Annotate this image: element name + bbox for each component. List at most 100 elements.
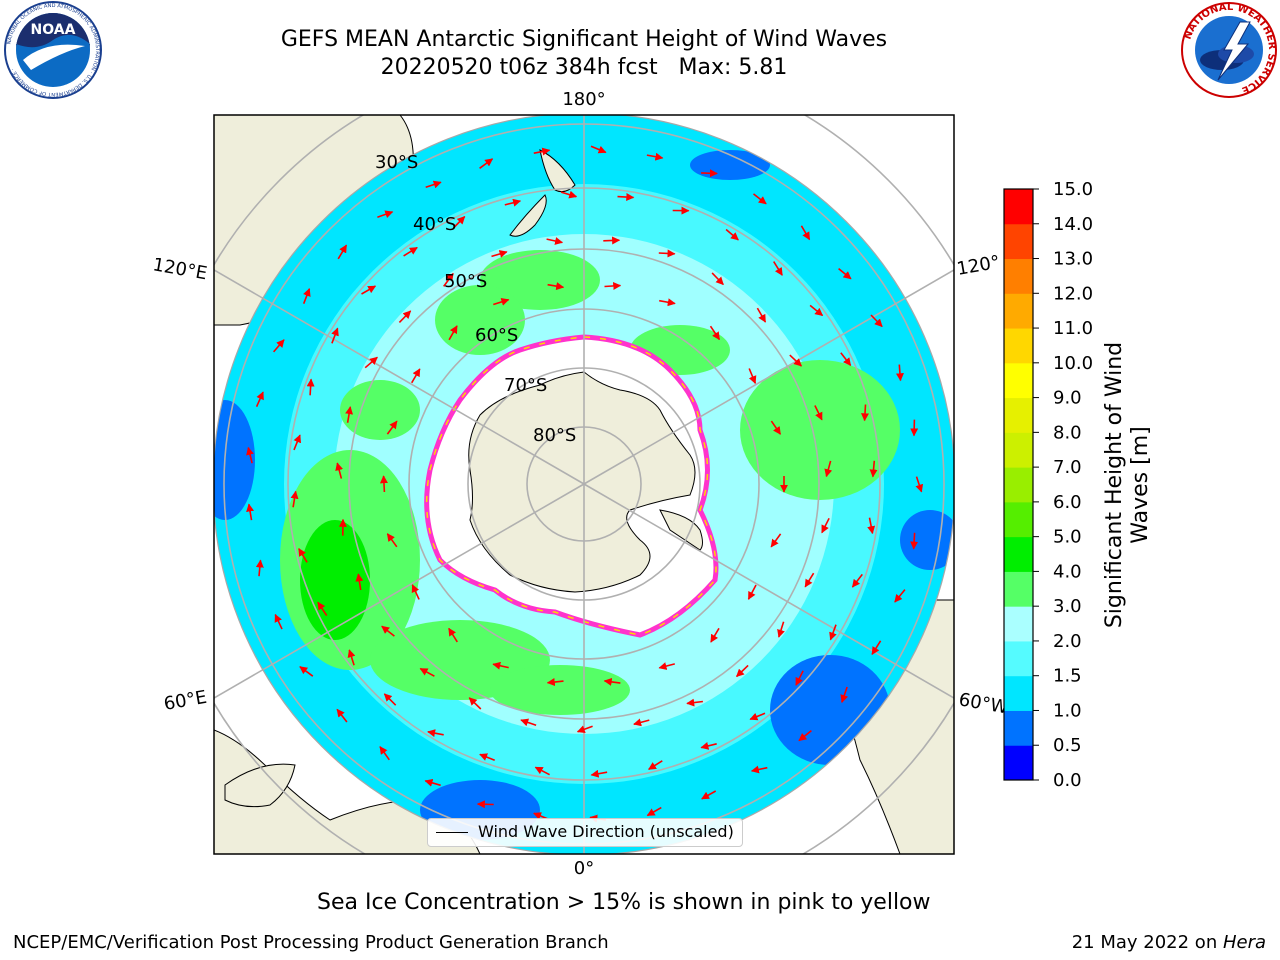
- wind-wave-arrow: [658, 662, 675, 670]
- wind-wave-arrow: [383, 693, 397, 706]
- wind-wave-arrow: [770, 420, 782, 435]
- wind-wave-arrow: [479, 753, 495, 762]
- lon-label-top: 180°: [562, 89, 605, 110]
- lon-label-upper-left: 120°E: [151, 254, 209, 284]
- lat-label-80: 80°S: [533, 425, 576, 446]
- footer-organization: NCEP/EMC/Verification Post Processing Pr…: [13, 932, 609, 953]
- wind-wave-arrow: [546, 237, 564, 245]
- colorbar-label: Significant Height of Wind Waves [m]: [1102, 320, 1154, 650]
- footer-host: Hera: [1222, 932, 1266, 953]
- lat-label-70: 70°S: [504, 375, 547, 396]
- lat-label-50: 50°S: [444, 271, 487, 292]
- wind-wave-arrow: [658, 249, 676, 258]
- wind-wave-arrow: [335, 462, 344, 479]
- wind-wave-arrow: [590, 769, 608, 778]
- wind-wave-arrow: [336, 708, 348, 723]
- wind-wave-arrow: [747, 584, 757, 600]
- wind-wave-arrow: [424, 778, 441, 787]
- wind-wave-arrow: [443, 272, 454, 287]
- wind-wave-arrow: [355, 573, 364, 591]
- wind-wave-arrow: [361, 285, 377, 295]
- wind-wave-arrow: [750, 765, 768, 774]
- wind-wave-arrow: [701, 790, 717, 800]
- wind-wave-arrow: [504, 198, 522, 207]
- wind-wave-arrow: [840, 686, 849, 703]
- wind-wave-arrow: [870, 314, 883, 328]
- wind-wave-arrow: [869, 460, 878, 478]
- lon-label-lower-left: 60°E: [162, 687, 208, 715]
- wind-wave-arrow: [255, 391, 264, 408]
- wind-wave-arrow: [710, 627, 720, 643]
- wind-wave-arrow: [838, 267, 852, 280]
- wind-wave-arrow: [468, 697, 482, 710]
- wind-wave-arrow: [255, 559, 264, 577]
- legend-label: Wind Wave Direction (unscaled): [478, 822, 734, 841]
- wind-wave-arrow: [736, 664, 749, 678]
- wind-wave-arrow: [379, 475, 388, 493]
- wind-wave-arrow: [700, 742, 717, 750]
- wind-wave-arrow: [317, 601, 328, 617]
- wind-wave-arrow: [306, 378, 315, 396]
- wind-wave-arrow: [427, 729, 444, 738]
- wind-wave-arrow: [711, 272, 724, 286]
- wind-wave-arrow: [299, 666, 314, 677]
- footer-date-text: 21 May 2022 on: [1071, 932, 1223, 953]
- wind-wave-arrow: [804, 572, 815, 588]
- wind-wave-arrow: [293, 434, 302, 451]
- noaa-logo-text: NOAA: [31, 22, 76, 38]
- land-madagascar: [224, 763, 296, 808]
- wind-wave-arrow: [709, 325, 721, 341]
- wind-wave-arrow: [829, 624, 837, 641]
- lon-label-upper-right: 120°: [955, 252, 1001, 280]
- wind-wave-arrow: [604, 281, 622, 290]
- wind-wave-arrow: [386, 533, 398, 548]
- wind-wave-arrow: [448, 627, 458, 643]
- longitude-grid: [214, 115, 954, 854]
- legend-line-sample: [436, 832, 468, 833]
- wind-wave-arrow: [298, 548, 308, 563]
- wind-wave-arrow: [290, 490, 299, 508]
- wind-wave-arrow: [789, 354, 802, 367]
- wind-wave-arrow: [403, 246, 418, 257]
- wind-wave-arrow: [246, 503, 255, 521]
- wind-wave-arrow: [824, 460, 833, 478]
- wind-wave-arrow: [770, 533, 782, 548]
- wind-wave-arrow: [419, 667, 435, 677]
- wind-wave-arrow: [246, 446, 254, 464]
- colorbar-label-line1: Significant Height of Wind: [1102, 341, 1127, 629]
- footer-date: 21 May 2022 on Hera: [1072, 932, 1266, 953]
- colorbar-label-line2: Waves [m]: [1128, 426, 1153, 544]
- wind-wave-arrow: [686, 698, 703, 707]
- wind-wave-arrow: [479, 158, 494, 169]
- wind-wave-arrow: [809, 304, 824, 317]
- wind-wave-arrow: [646, 152, 664, 161]
- wind-wave-arrow: [272, 339, 285, 353]
- wind-wave-arrow: [547, 282, 565, 291]
- wind-wave-arrow: [895, 364, 904, 382]
- wind-wave-arrow: [386, 420, 398, 435]
- wind-wave-arrow: [576, 725, 593, 734]
- lat-label-30: 30°S: [375, 152, 418, 173]
- wind-wave-arrow: [364, 356, 378, 369]
- wind-wave-arrow: [274, 613, 283, 630]
- wind-wave-arrow: [603, 677, 621, 686]
- wind-wave-arrow: [411, 368, 421, 384]
- wind-wave-arrow: [748, 368, 757, 385]
- lon-label-bottom: 0°: [574, 858, 594, 879]
- chart-subtitle-run: 20220520 t06z 384h fcst Max: 5.81: [380, 55, 788, 80]
- wind-wave-arrow: [915, 476, 924, 493]
- wind-wave-arrow: [894, 589, 906, 603]
- lon-label-lower-right: 60°W: [957, 689, 1010, 718]
- wind-wave-arrow: [701, 169, 718, 178]
- map-legend: Wind Wave Direction (unscaled): [427, 818, 743, 847]
- wind-wave-arrow: [492, 661, 509, 670]
- wind-wave-arrow: [648, 760, 663, 770]
- wind-wave-arrow: [795, 670, 804, 686]
- wind-wave-arrow: [617, 193, 635, 202]
- wind-wave-arrow: [867, 517, 876, 535]
- wind-wave-arrow: [646, 806, 662, 817]
- chart-title: GEFS MEAN Antarctic Significant Height o…: [280, 27, 888, 52]
- wind-wave-arrow: [749, 712, 766, 721]
- wind-wave-arrow: [398, 310, 412, 323]
